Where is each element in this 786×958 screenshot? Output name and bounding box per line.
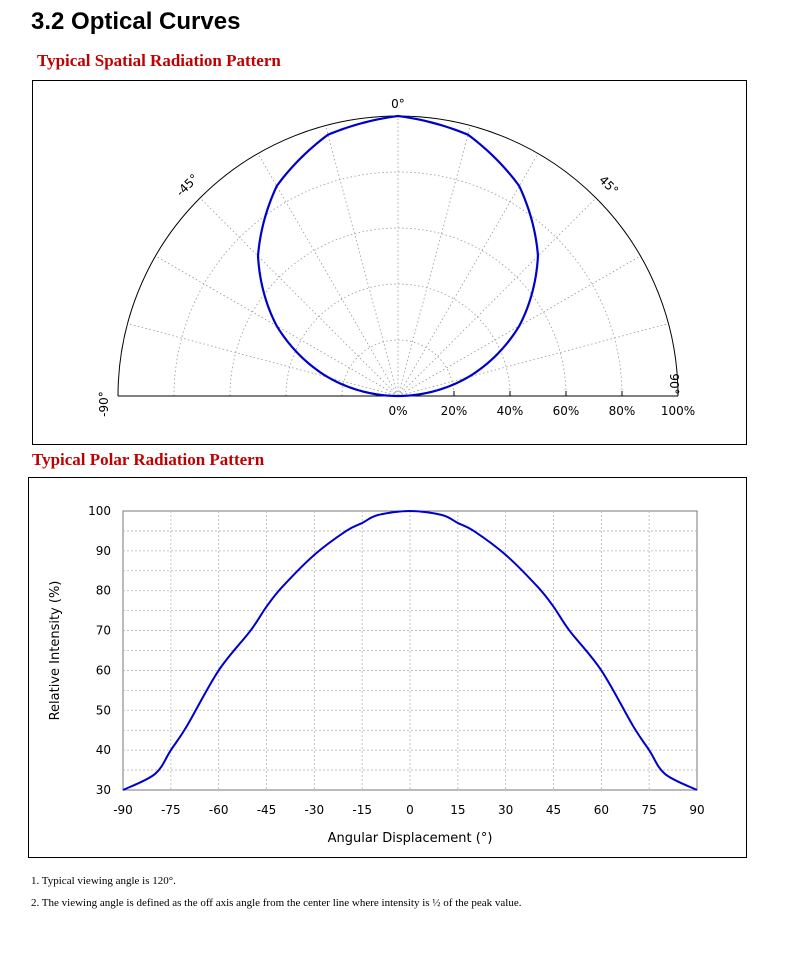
x-tick-label: -15 xyxy=(352,803,372,817)
intensity-line xyxy=(122,509,698,791)
section-title: 3.2 Optical Curves xyxy=(31,8,241,35)
x-tick-label: 0 xyxy=(406,803,414,817)
x-tick-label: -75 xyxy=(161,803,181,817)
polar-angle-label: 90° xyxy=(667,373,681,394)
x-tick-label: -60 xyxy=(209,803,229,817)
x-tick-label: 90 xyxy=(689,803,704,817)
y-tick-label: 90 xyxy=(96,544,111,558)
polar-radius-label: 40% xyxy=(497,404,524,418)
polar-angle-label: -90° xyxy=(97,391,111,417)
polar-grid-spoke xyxy=(199,197,399,397)
x-tick-label: 45 xyxy=(546,803,561,817)
polar-angle-label: -45° xyxy=(173,171,201,199)
polar-grid-spoke xyxy=(397,197,597,397)
y-tick-label: 50 xyxy=(96,703,111,717)
polar-grid-ring xyxy=(229,227,567,397)
x-tick-label: -45 xyxy=(257,803,277,817)
y-tick-label: 60 xyxy=(96,663,111,677)
spatial-chart-title: Typical Spatial Radiation Pattern xyxy=(37,51,281,70)
polar-angle-label: 45° xyxy=(596,173,621,198)
spatial-chart-panel: 0% 20% 40% 60% 80% 100% 0° 45° -45° 90° -90° xyxy=(32,80,747,445)
polar-grid-spoke xyxy=(127,323,399,397)
polar-radiation-chart: -90 -75 -60 -45 -30 -15 0 15 30 45 60 75 90 30 40 50 60 7… xyxy=(48,504,705,846)
y-tick-label: 30 xyxy=(96,783,111,797)
polar-grid-spoke xyxy=(397,153,539,397)
x-tick-label: -30 xyxy=(305,803,325,817)
polar-radius-label: 100% xyxy=(661,404,695,418)
polar-radius-label: 0% xyxy=(388,404,407,418)
polar-grid-spoke xyxy=(257,153,399,397)
y-tick-label: 40 xyxy=(96,743,111,757)
note-viewing-angle: 1. Typical viewing angle is 120°. xyxy=(31,875,176,887)
polar-grid-spoke xyxy=(397,125,471,397)
polar-chart-title: Typical Polar Radiation Pattern xyxy=(32,450,265,469)
x-tick-label: 60 xyxy=(594,803,609,817)
polar-radius-label: 20% xyxy=(441,404,468,418)
polar-angle-label: 0° xyxy=(391,97,405,111)
polar-grid-ring xyxy=(285,283,511,397)
polar-grid-ring xyxy=(341,339,455,397)
y-tick-label: 70 xyxy=(96,624,111,638)
x-tick-label: 75 xyxy=(642,803,657,817)
polar-intensity-curve xyxy=(256,114,540,398)
polar-grid-spoke xyxy=(325,125,399,397)
x-tick-label: 30 xyxy=(498,803,513,817)
polar-radius-label: 60% xyxy=(553,404,580,418)
polar-chart-panel: -90 -75 -60 -45 -30 -15 0 15 30 45 60 75 90 30 40 50 60 7… xyxy=(28,477,747,858)
polar-grid-spoke xyxy=(397,323,669,397)
note-viewing-angle-definition: 2. The viewing angle is defined as the o… xyxy=(31,897,522,909)
x-tick-label: 15 xyxy=(450,803,465,817)
y-tick-label: 80 xyxy=(96,584,111,598)
polar-grid-ring xyxy=(173,171,623,397)
x-tick-label: -90 xyxy=(113,803,133,817)
polar-radius-label: 80% xyxy=(609,404,636,418)
y-tick-label: 100 xyxy=(88,504,111,518)
x-axis-label: Angular Displacement (°) xyxy=(328,831,493,846)
spatial-radiation-chart: 0% 20% 40% 60% 80% 100% 0° 45° -45° 90° -90° xyxy=(97,97,695,418)
y-axis-label: Relative Intensity (%) xyxy=(48,581,63,721)
